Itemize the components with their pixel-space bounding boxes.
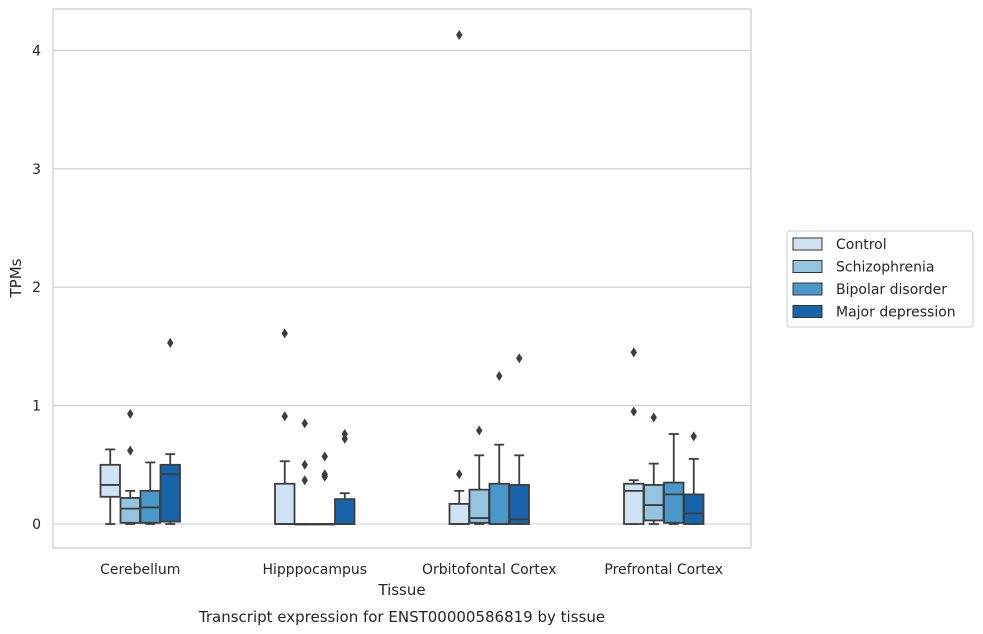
legend-label: Control — [836, 237, 887, 253]
box-body — [99, 463, 121, 498]
box-body — [508, 484, 530, 525]
outlier-point — [281, 328, 288, 339]
box-schizophrenia — [468, 425, 490, 525]
box-major-depression — [508, 353, 530, 525]
legend-swatch — [792, 305, 823, 318]
legend-swatch — [792, 282, 823, 296]
outlier-point — [127, 445, 134, 456]
box-major-depression — [159, 337, 181, 525]
box-control — [448, 30, 470, 525]
x-tick-label: Orbitofontal Cortex — [422, 562, 557, 578]
box-schizophrenia — [119, 408, 141, 525]
outlier-point — [516, 353, 523, 364]
outlier-point — [690, 431, 697, 442]
box-bipolar-disorder — [139, 461, 161, 525]
x-tick-label: Hipppocampus — [262, 562, 367, 578]
x-tick-labels: Cerebellum Hipppocampus Orbitofontal Corte… — [100, 562, 723, 578]
box-bipolar-disorder — [488, 371, 510, 525]
box-major-depression — [334, 429, 356, 525]
outlier-point — [167, 337, 174, 348]
box-body — [448, 502, 470, 525]
box-schizophrenia — [294, 418, 316, 526]
y-tick-labels: 0 1 2 3 4 — [32, 43, 41, 533]
legend-frame — [786, 230, 974, 328]
box-body — [159, 463, 181, 523]
outlier-point — [301, 459, 308, 470]
outlier-point — [630, 406, 637, 417]
box-body — [663, 481, 685, 524]
outlier-point — [496, 371, 503, 381]
outlier-point — [476, 425, 483, 436]
outlier-point — [650, 412, 657, 423]
outlier-point — [456, 30, 463, 41]
y-axis-title: TPMs — [7, 258, 25, 298]
legend-label: Bipolar disorder — [836, 282, 947, 298]
y-tick-label: 1 — [32, 399, 41, 415]
box-body — [488, 482, 510, 525]
x-tick-label: Prefrontal Cortex — [604, 562, 723, 578]
box-body — [683, 493, 705, 525]
box-body — [119, 497, 141, 524]
grid-layer — [53, 49, 751, 525]
x-tick-label: Cerebellum — [100, 562, 180, 578]
box-bipolar-disorder — [314, 451, 336, 526]
box-bipolar-disorder — [663, 433, 685, 525]
legend-swatch — [792, 260, 823, 273]
box-control — [99, 448, 121, 525]
chart-caption: Transcript expression for ENST0000058681… — [198, 608, 605, 626]
legend-label: Major depression — [836, 305, 956, 321]
box-schizophrenia — [643, 412, 665, 525]
y-tick-label: 0 — [32, 517, 41, 533]
y-tick-label: 3 — [32, 162, 41, 178]
outlier-point — [630, 347, 637, 358]
legend-swatch — [792, 237, 823, 251]
legend-items: Control Schizophrenia Bipolar disorder Majo… — [792, 237, 956, 321]
box-control — [274, 328, 296, 525]
box-body — [623, 482, 645, 525]
outlier-point — [301, 475, 308, 486]
legend-label: Schizophrenia — [836, 260, 934, 276]
legend: Control Schizophrenia Bipolar disorder Majo… — [786, 230, 974, 328]
y-tick-label: 4 — [32, 43, 41, 59]
outlier-point — [321, 451, 328, 462]
outlier-point — [301, 418, 308, 429]
x-axis-title: Tissue — [377, 581, 425, 599]
outlier-point — [341, 429, 348, 440]
box-control — [623, 347, 645, 525]
outlier-point — [321, 469, 328, 480]
box-body — [334, 498, 356, 525]
outlier-point — [127, 408, 134, 419]
box-layer — [99, 30, 705, 526]
plot-frame — [52, 8, 752, 549]
box-body — [643, 484, 665, 522]
box-body — [274, 482, 296, 525]
outlier-point — [456, 469, 463, 480]
box-major-depression — [683, 431, 705, 525]
y-tick-label: 2 — [32, 280, 41, 296]
outlier-point — [281, 411, 288, 422]
